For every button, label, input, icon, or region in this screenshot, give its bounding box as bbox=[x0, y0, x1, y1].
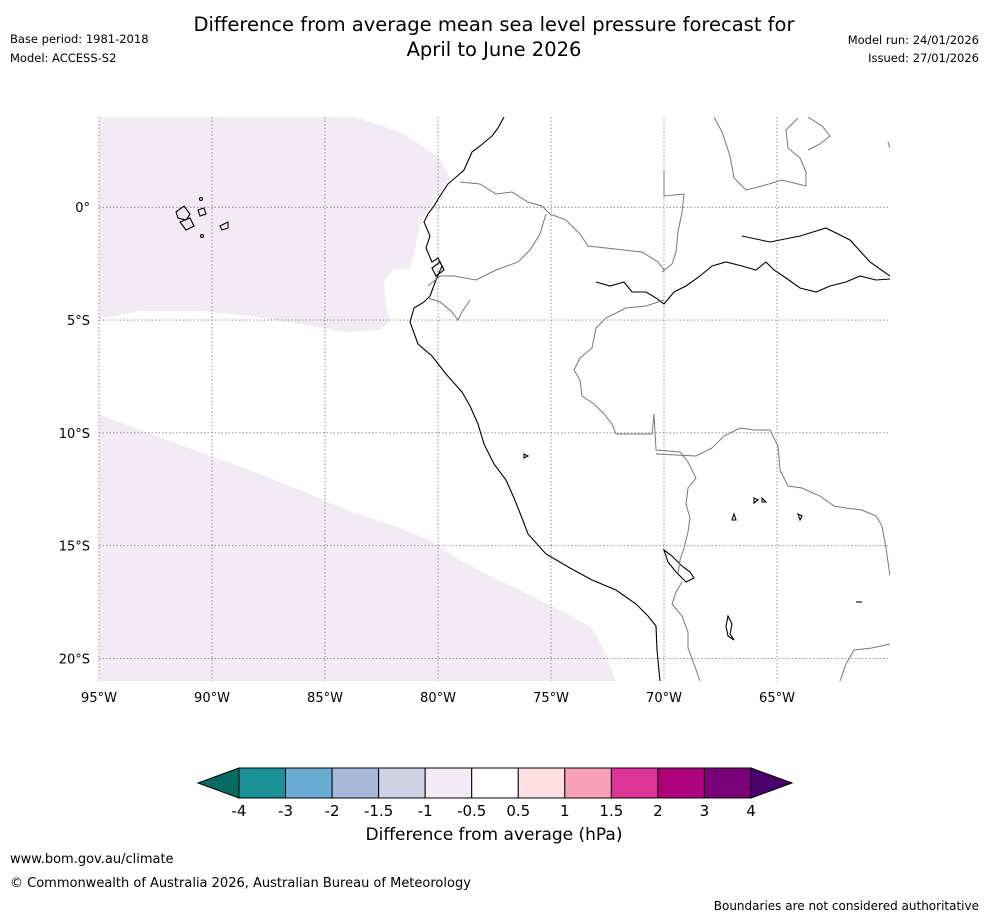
x-tick-label: 95°W bbox=[81, 691, 117, 706]
x-tick-label: 70°W bbox=[646, 691, 682, 706]
lake-poopo bbox=[725, 614, 735, 641]
galapagos-island-2 bbox=[179, 217, 195, 231]
salt-lake-5 bbox=[523, 453, 530, 459]
base-period-text: Base period: 1981-2018 bbox=[10, 32, 149, 46]
x-tick-label: 90°W bbox=[194, 691, 230, 706]
salt-lake-1 bbox=[731, 512, 737, 521]
gulf-of-guayaquil-island bbox=[431, 261, 445, 277]
colorbar-cell bbox=[517, 767, 566, 799]
colorbar-tick-label: 0.5 bbox=[506, 802, 530, 820]
colorbar-cell bbox=[471, 767, 519, 799]
copyright-text: © Commonwealth of Australia 2026, Austra… bbox=[10, 876, 471, 891]
border-colombia-venezuela bbox=[661, 170, 685, 273]
chart-title-line-2: April to June 2026 bbox=[406, 38, 582, 61]
colorbar-tick-label: -0.5 bbox=[457, 802, 486, 820]
border-peru-brazil bbox=[573, 299, 697, 575]
salt-lake-4 bbox=[797, 512, 803, 522]
colorbar-tick-label: 3 bbox=[700, 802, 710, 820]
border-peru-ecuador-2 bbox=[427, 297, 471, 321]
border-guyana bbox=[807, 117, 831, 151]
salt-lake-2 bbox=[761, 496, 768, 503]
issued-text: Issued: 27/01/2026 bbox=[868, 51, 979, 65]
x-tick-label: 80°W bbox=[420, 691, 456, 706]
amazon-river bbox=[595, 261, 890, 305]
border-east-fragment bbox=[887, 141, 890, 149]
colorbar-cells bbox=[196, 767, 794, 799]
colorbar-over-arrow bbox=[750, 767, 794, 799]
x-tick-label: 75°W bbox=[533, 691, 569, 706]
colorbar-cell bbox=[564, 767, 612, 799]
border-venezuela-brazil bbox=[713, 117, 807, 191]
graticule bbox=[98, 117, 890, 681]
x-tick-label: 65°W bbox=[759, 691, 795, 706]
colorbar-under-arrow bbox=[196, 767, 240, 799]
y-tick-label: 10°S bbox=[59, 427, 90, 442]
colorbar-tick-label: 1 bbox=[560, 802, 570, 820]
chart-title: Difference from average mean sea level p… bbox=[0, 12, 988, 62]
amazon-river-north-bank bbox=[741, 227, 890, 277]
border-colombia-ecuador bbox=[459, 181, 665, 271]
colorbar-cell bbox=[238, 767, 287, 799]
x-tick-label: 85°W bbox=[307, 691, 343, 706]
south-america-coastline bbox=[409, 117, 661, 681]
anomaly-region-south bbox=[99, 414, 616, 681]
colorbar-tick-label: -3 bbox=[278, 802, 293, 820]
salt-lake-3 bbox=[753, 497, 760, 505]
y-tick-label: 5°S bbox=[67, 314, 90, 329]
colorbar-cell bbox=[703, 767, 752, 799]
colorbar-cell bbox=[331, 767, 380, 799]
border-bolivia-brazil bbox=[655, 427, 890, 577]
coastlines bbox=[175, 117, 890, 681]
y-tick-label: 15°S bbox=[59, 540, 90, 555]
model-text: Model: ACCESS-S2 bbox=[10, 51, 117, 65]
y-tick-label: 0° bbox=[75, 201, 90, 216]
border-paraguay-argentina bbox=[839, 643, 890, 681]
colorbar-cell bbox=[285, 767, 333, 799]
colorbar-label: Difference from average (hPa) bbox=[365, 825, 623, 845]
galapagos-island-3 bbox=[197, 207, 207, 217]
colorbar-tick-label: -2 bbox=[325, 802, 340, 820]
galapagos-island-4 bbox=[219, 221, 229, 231]
border-chile-bolivia bbox=[671, 581, 701, 681]
colorbar-cell bbox=[610, 767, 659, 799]
model-run-text: Model run: 24/01/2026 bbox=[847, 33, 979, 47]
country-borders bbox=[427, 117, 890, 681]
galapagos-island-1 bbox=[175, 205, 191, 221]
colorbar-tick-label: 4 bbox=[746, 802, 756, 820]
website-url[interactable]: www.bom.gov.au/climate bbox=[10, 852, 174, 867]
disclaimer-text: Boundaries are not considered authoritat… bbox=[713, 899, 979, 913]
colorbar-tick-label: -1.5 bbox=[364, 802, 393, 820]
border-peru-ecuador bbox=[427, 213, 547, 287]
anomaly-shading bbox=[99, 117, 616, 681]
colorbar-tick-label: 2 bbox=[653, 802, 663, 820]
colorbar-tick-labels: -4 -3 -2 -1.5 -1 -0.5 0.5 1 1.5 2 3 4 bbox=[232, 802, 756, 820]
axis-tick-labels: 95°W 90°W 85°W 80°W 75°W 70°W 65°W 0° 5°S 10°S 15°… bbox=[59, 201, 795, 706]
colorbar-cell bbox=[424, 767, 473, 799]
colorbar-cell bbox=[657, 767, 705, 799]
colorbar-tick-label: -4 bbox=[232, 802, 247, 820]
colorbar-tick-label: 1.5 bbox=[599, 802, 623, 820]
lake-titicaca bbox=[662, 548, 695, 583]
colorbar-cell bbox=[378, 767, 426, 799]
colorbar-tick-label: -1 bbox=[418, 802, 433, 820]
anomaly-region-north bbox=[99, 117, 450, 332]
chart-title-line-1: Difference from average mean sea level p… bbox=[193, 13, 795, 36]
y-tick-label: 20°S bbox=[59, 652, 90, 667]
